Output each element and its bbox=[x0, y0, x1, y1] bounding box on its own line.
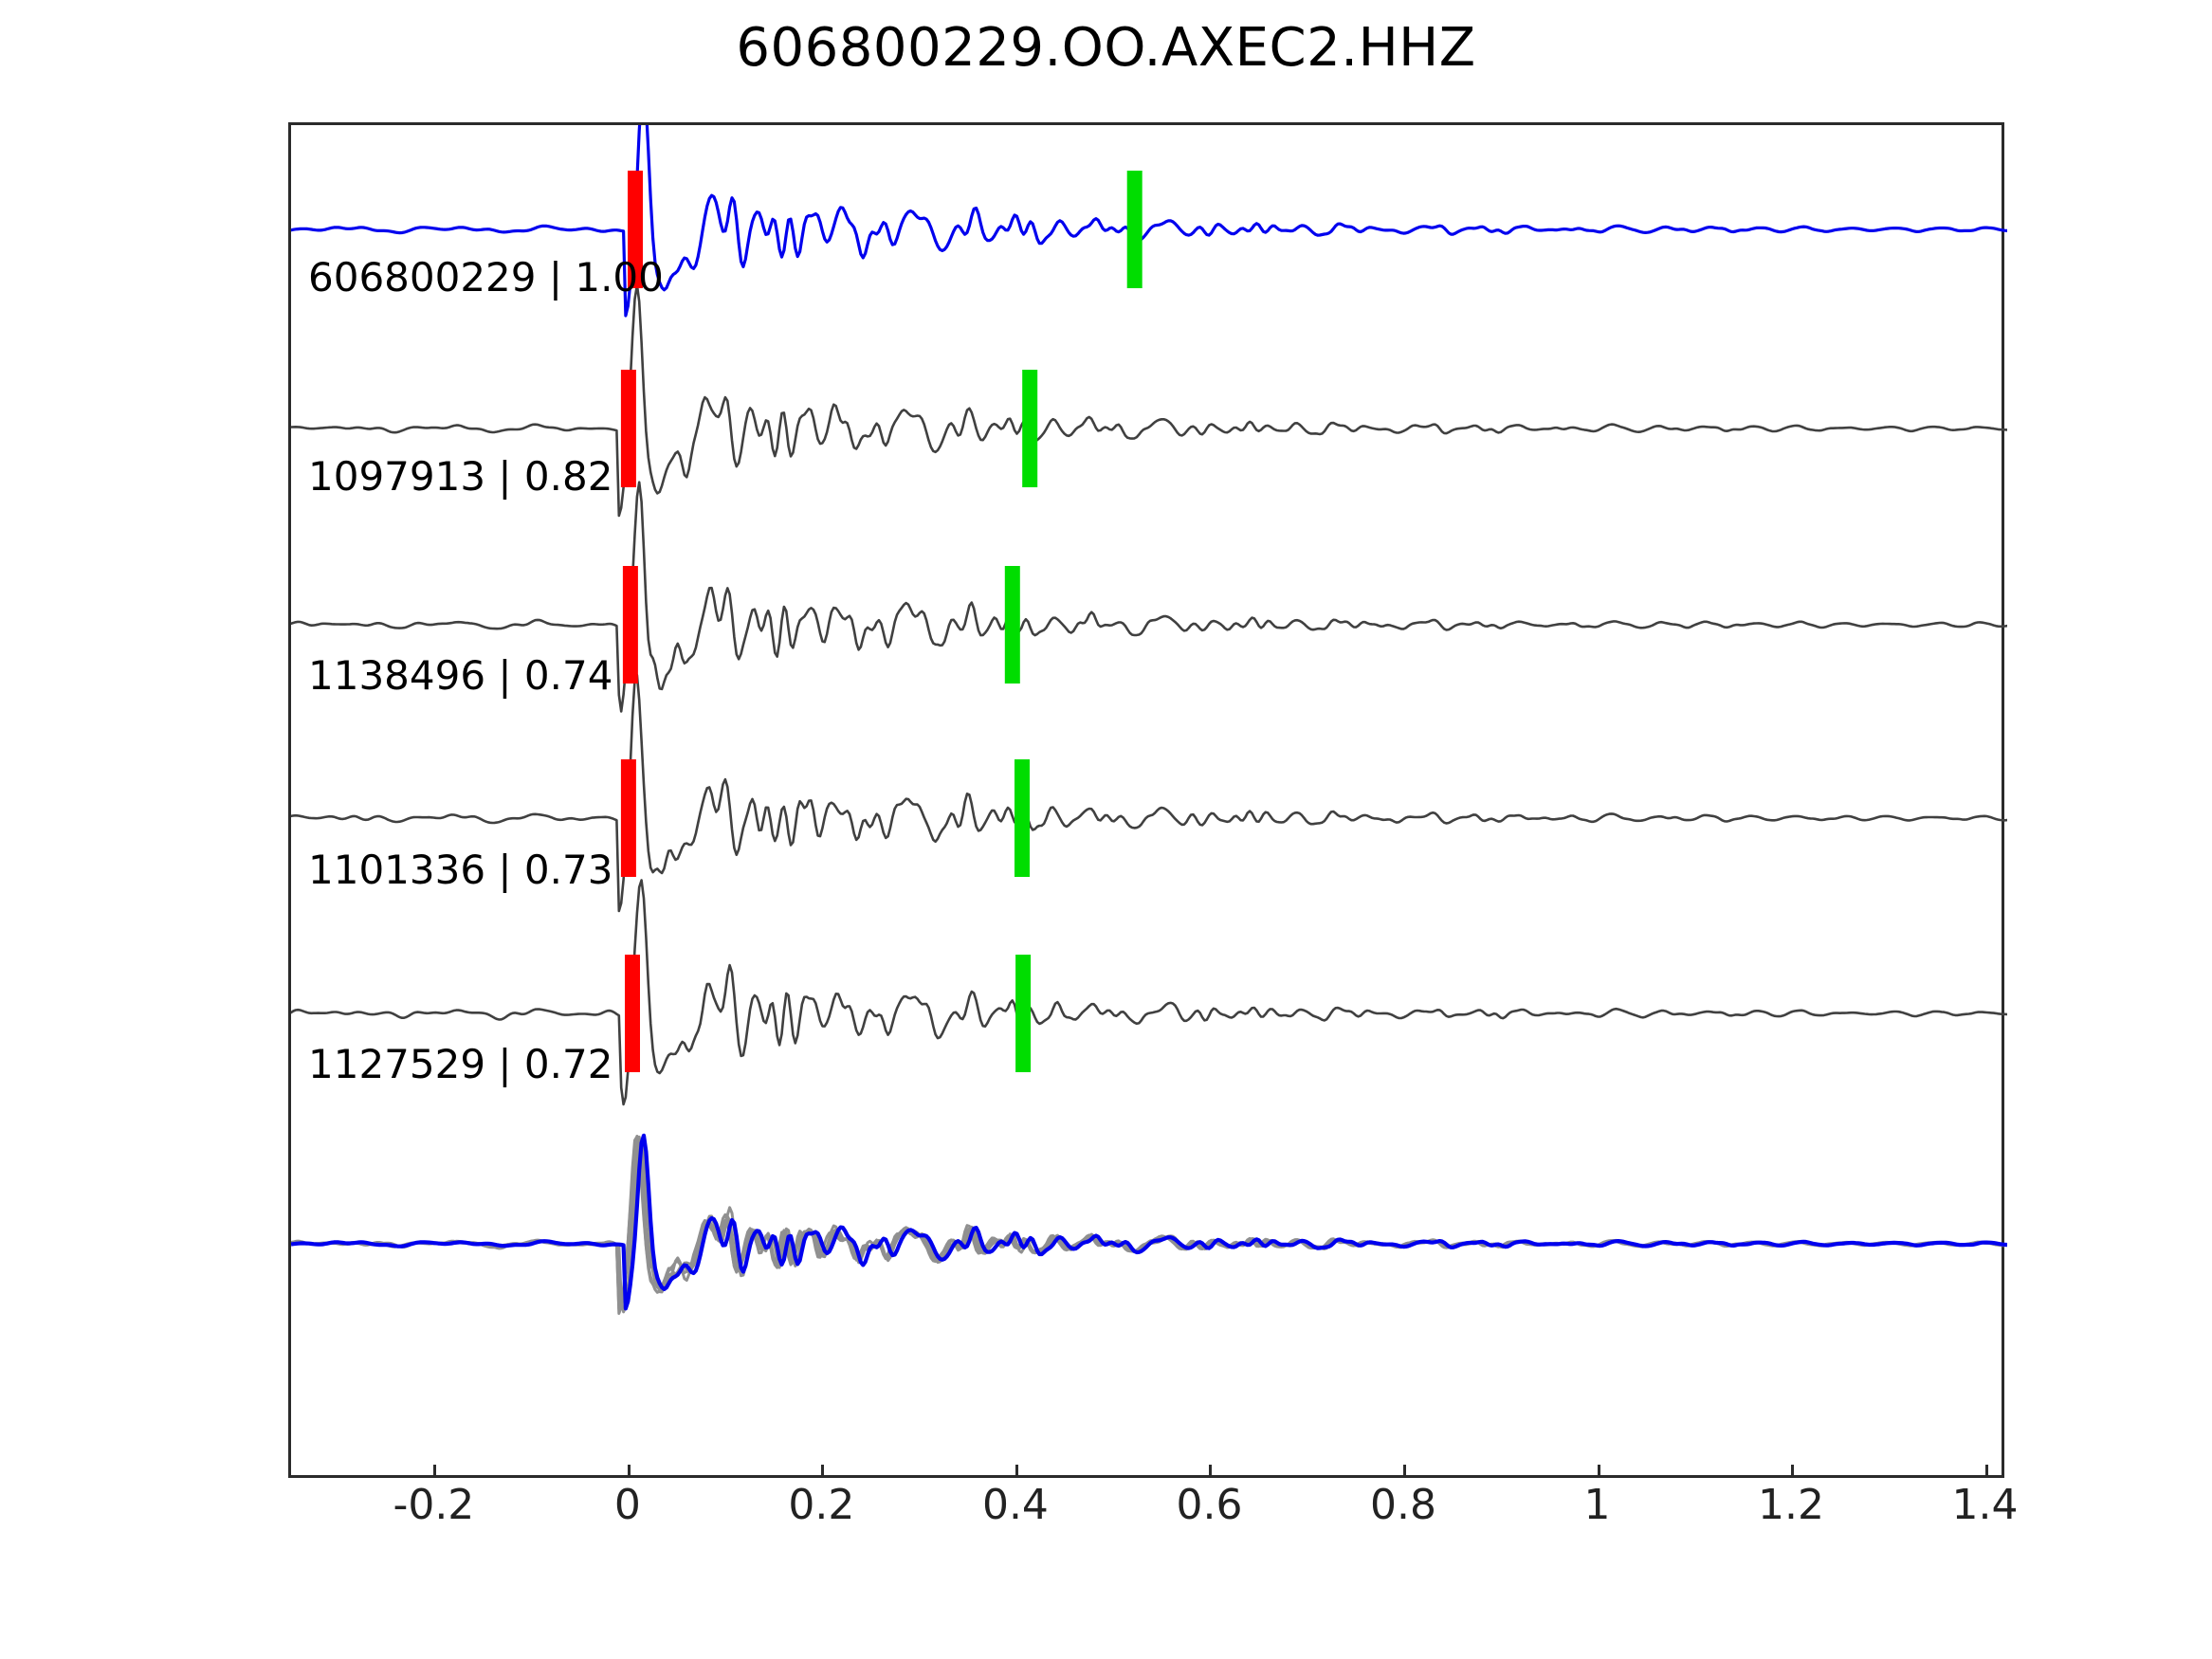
s-pick-marker-1138496 bbox=[1004, 566, 1020, 684]
s-pick-marker-1127529 bbox=[1015, 955, 1032, 1072]
p-pick-marker-1138496 bbox=[622, 566, 638, 684]
x-tick-label: 1 bbox=[1583, 1481, 1611, 1529]
x-tick-label: -0.2 bbox=[393, 1481, 475, 1529]
x-tick-mark bbox=[1597, 1465, 1600, 1478]
s-pick-marker-1097913 bbox=[1022, 370, 1038, 487]
x-tick-mark bbox=[1209, 1465, 1213, 1478]
p-pick-marker-1101336 bbox=[620, 759, 636, 877]
trace-label-2: 1138496 | 0.74 bbox=[308, 652, 613, 699]
p-pick-marker-1097913 bbox=[620, 370, 636, 487]
x-tick-label: 1.4 bbox=[1951, 1481, 2019, 1529]
waveform-1138496 bbox=[291, 481, 2007, 713]
x-tick-label: 0.8 bbox=[1369, 1481, 1436, 1529]
figure-title: 606800229.OO.AXEC2.HHZ bbox=[736, 17, 1476, 79]
x-tick-mark bbox=[1984, 1465, 1988, 1478]
waveform-606800229 bbox=[291, 125, 2007, 318]
x-tick-label: 1.2 bbox=[1758, 1481, 1825, 1529]
trace-label-4: 1127529 | 0.72 bbox=[308, 1041, 613, 1087]
trace-label-0: 606800229 | 1.00 bbox=[308, 254, 664, 301]
trace-label-3: 1101336 | 0.73 bbox=[308, 847, 613, 893]
stack-trace-1101336 bbox=[291, 1135, 2007, 1315]
stack-trace-1138496 bbox=[291, 1135, 2007, 1311]
x-tick-mark bbox=[433, 1465, 437, 1478]
x-tick-mark bbox=[821, 1465, 825, 1478]
waveform-1127529 bbox=[291, 879, 2007, 1106]
x-tick-mark bbox=[627, 1465, 631, 1478]
x-tick-mark bbox=[1402, 1465, 1406, 1478]
p-pick-marker-606800229 bbox=[628, 171, 643, 288]
x-tick-label: 0.6 bbox=[1176, 1481, 1243, 1529]
p-pick-marker-1127529 bbox=[625, 955, 640, 1072]
x-tick-label: 0 bbox=[613, 1481, 641, 1529]
s-pick-marker-606800229 bbox=[1126, 171, 1143, 288]
stack-overlay-group bbox=[291, 1133, 2007, 1315]
s-pick-marker-1101336 bbox=[1015, 759, 1030, 877]
waveform-1101336 bbox=[291, 673, 2007, 913]
x-tick-mark bbox=[1015, 1465, 1018, 1478]
stack-trace-1097913 bbox=[291, 1135, 2007, 1311]
trace-group-606800229 bbox=[291, 125, 2007, 318]
x-tick-label: 0.4 bbox=[981, 1481, 1049, 1529]
trace-group-1097913 bbox=[291, 283, 2007, 518]
x-tick-mark bbox=[1791, 1465, 1795, 1478]
trace-group-1127529 bbox=[291, 879, 2007, 1106]
plot-axes bbox=[288, 122, 2007, 1478]
trace-group-1101336 bbox=[291, 673, 2007, 913]
waveform-canvas bbox=[291, 125, 2007, 1315]
trace-label-1: 1097913 | 0.82 bbox=[308, 453, 613, 500]
x-tick-label: 0.2 bbox=[788, 1481, 855, 1529]
stack-trace-reference bbox=[291, 1133, 2007, 1311]
stack-trace-1127529 bbox=[291, 1142, 2007, 1314]
trace-group-1138496 bbox=[291, 481, 2007, 713]
waveform-1097913 bbox=[291, 283, 2007, 518]
